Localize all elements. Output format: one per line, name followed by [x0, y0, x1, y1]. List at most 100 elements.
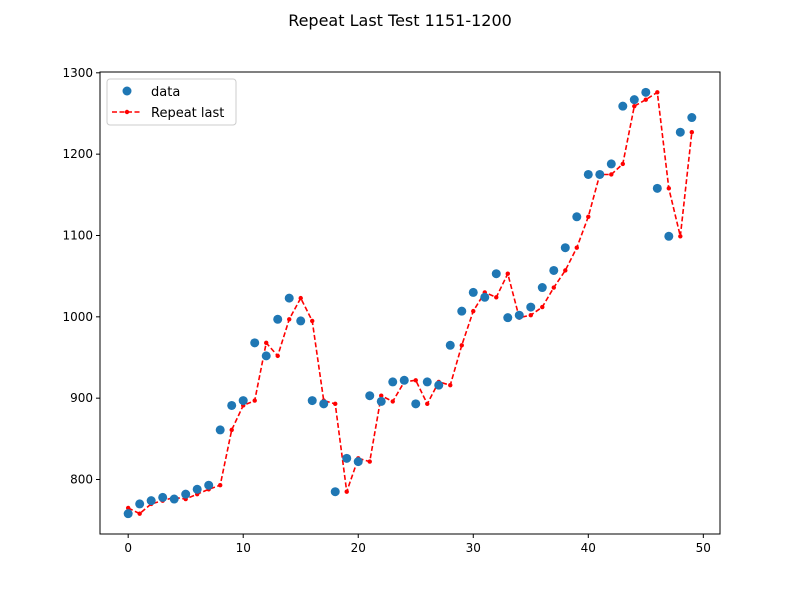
point-data [135, 499, 145, 509]
point-repeat-last [528, 313, 533, 318]
plot-frame [99, 71, 721, 535]
y-tick-label: 800 [70, 473, 93, 487]
point-data [319, 399, 329, 409]
legend-label-repeat-last: Repeat last [151, 106, 224, 121]
point-data [192, 484, 202, 494]
point-repeat-last [379, 393, 384, 398]
x-axis: 0 10 20 30 40 50 [124, 534, 711, 555]
point-data [388, 377, 398, 387]
point-data [434, 380, 444, 390]
legend: data Repeat last [106, 78, 237, 126]
point-data [399, 375, 409, 385]
point-repeat-last [609, 172, 614, 177]
point-data [342, 453, 352, 463]
point-data [606, 159, 616, 169]
point-repeat-last [252, 398, 257, 403]
point-data [215, 425, 225, 435]
point-repeat-last [425, 401, 430, 407]
point-data [227, 400, 237, 410]
point-repeat-last [448, 382, 453, 388]
point-repeat-last [287, 317, 292, 322]
point-repeat-last [632, 103, 637, 109]
point-data [238, 396, 248, 406]
point-repeat-last [125, 505, 131, 511]
point-repeat-last [574, 245, 579, 250]
point-repeat-last [344, 489, 349, 494]
point-data [618, 101, 628, 111]
point-repeat-last [310, 318, 315, 324]
point-data [503, 313, 513, 323]
point-data [595, 169, 605, 179]
point-data [169, 494, 179, 504]
point-data [687, 113, 697, 123]
point-data [468, 287, 478, 297]
y-tick-label: 900 [70, 391, 93, 405]
point-data [261, 351, 271, 361]
legend-box [106, 78, 237, 126]
point-repeat-last [390, 399, 395, 404]
y-axis: 800 900 1000 1100 1200 1300 [62, 66, 100, 487]
point-data [284, 293, 294, 303]
x-tick-label: 40 [581, 541, 596, 555]
point-repeat-last [275, 353, 280, 359]
y-tick-label: 1100 [62, 228, 93, 242]
point-data [583, 169, 593, 179]
point-repeat-last [586, 214, 591, 219]
point-repeat-last [689, 129, 695, 135]
point-repeat-last [678, 234, 683, 239]
point-data [422, 377, 432, 387]
legend-marker-repeat-last [124, 109, 130, 115]
point-repeat-last [413, 378, 418, 383]
x-tick-label: 20 [351, 541, 366, 555]
point-data [491, 269, 501, 279]
chart-title: Repeat Last Test 1151-1200 [288, 11, 512, 30]
point-data [365, 391, 375, 401]
point-data [664, 231, 674, 241]
legend-label-data: data [151, 85, 180, 100]
point-repeat-last [137, 511, 142, 516]
y-tick-label: 1200 [62, 147, 93, 161]
point-data [123, 509, 133, 519]
point-repeat-last [655, 90, 660, 95]
point-data [652, 183, 662, 193]
point-data [307, 396, 317, 406]
legend-marker-data [122, 86, 132, 96]
point-repeat-last [333, 401, 338, 407]
x-tick-label: 10 [236, 541, 251, 555]
point-data [181, 489, 191, 499]
point-data [457, 306, 467, 316]
point-repeat-last [666, 186, 672, 191]
point-data [250, 338, 260, 348]
point-repeat-last [471, 308, 476, 314]
point-data [330, 487, 340, 497]
point-data [411, 399, 421, 409]
point-data [158, 492, 168, 502]
point-repeat-last [264, 340, 269, 346]
point-data [572, 212, 582, 222]
point-data [514, 310, 524, 320]
point-repeat-last [218, 482, 223, 488]
point-data [353, 457, 363, 467]
point-data [480, 292, 490, 302]
point-data [146, 496, 156, 506]
x-tick-label: 0 [124, 541, 132, 555]
x-tick-label: 30 [466, 541, 481, 555]
point-data [376, 396, 386, 406]
point-repeat-last [298, 295, 303, 301]
point-data [273, 314, 283, 324]
point-data [641, 87, 651, 97]
point-repeat-last [459, 343, 464, 348]
point-repeat-last [551, 285, 556, 290]
y-tick-label: 1300 [62, 66, 93, 80]
point-repeat-last [505, 271, 510, 276]
series-layer [123, 87, 697, 519]
point-repeat-last [229, 427, 234, 433]
point-repeat-last [540, 304, 545, 310]
plot-area [99, 71, 721, 535]
point-data [445, 340, 455, 350]
y-tick-label: 1000 [62, 310, 93, 324]
point-data [204, 480, 214, 490]
point-data [560, 243, 570, 253]
series-line-repeat-last [127, 90, 693, 515]
